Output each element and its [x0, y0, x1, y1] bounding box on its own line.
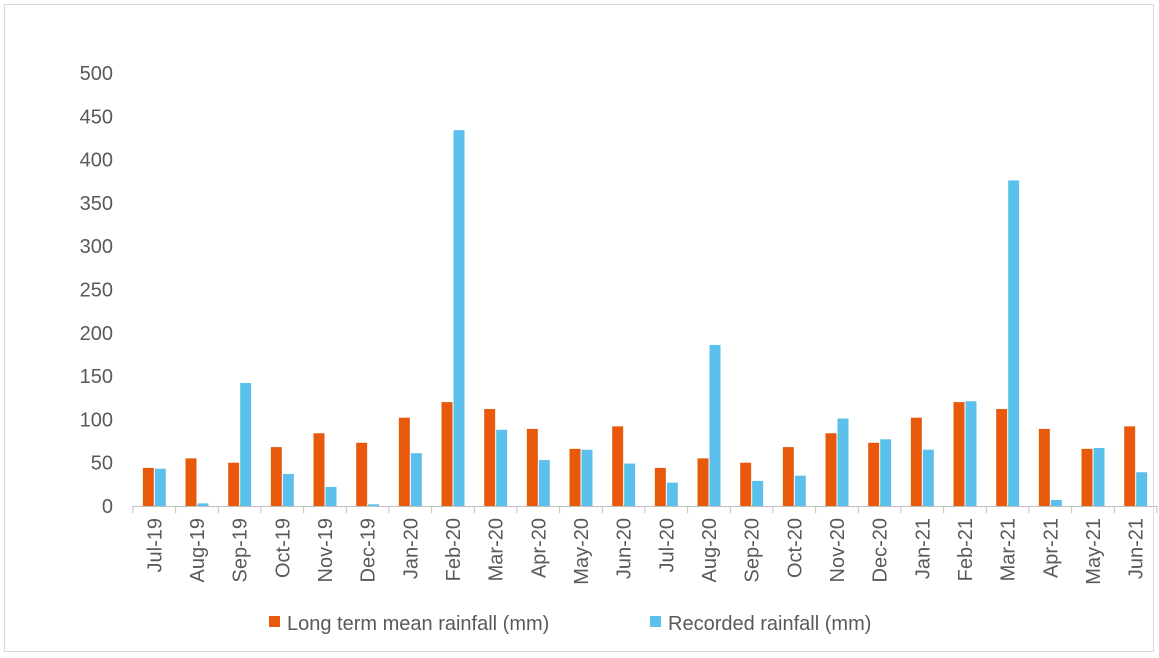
- bar-recorded: [325, 486, 337, 506]
- bar-recorded: [965, 401, 977, 506]
- bar-recorded: [197, 503, 209, 506]
- bar-long-term-mean: [654, 467, 666, 506]
- bar-long-term-mean: [484, 409, 496, 506]
- bar-recorded: [410, 453, 422, 506]
- bar-long-term-mean: [1124, 426, 1136, 506]
- bar-long-term-mean: [185, 458, 197, 506]
- y-tick-label: 200: [80, 323, 113, 345]
- bar-long-term-mean: [441, 402, 453, 506]
- bar-long-term-mean: [782, 447, 794, 506]
- bar-recorded: [624, 463, 636, 506]
- y-tick-label: 250: [80, 280, 113, 302]
- bar-long-term-mean: [953, 402, 965, 506]
- bar-long-term-mean: [270, 447, 282, 506]
- bar-recorded: [1050, 499, 1062, 506]
- x-tick-label: Sep-20: [742, 518, 764, 583]
- bar-long-term-mean: [569, 448, 581, 506]
- bar-recorded: [709, 344, 721, 506]
- y-tick-label: 100: [80, 409, 113, 431]
- bar-long-term-mean: [142, 467, 154, 506]
- x-tick-label: Feb-21: [955, 518, 977, 581]
- bar-recorded: [1093, 447, 1105, 506]
- bar-long-term-mean: [398, 417, 410, 506]
- x-tick-label: Dec-20: [870, 518, 892, 582]
- x-tick-label: Mar-20: [486, 518, 508, 581]
- x-tick-label: Jan-21: [912, 518, 934, 579]
- x-tick-label: Aug-20: [699, 518, 721, 583]
- chart-frame: [4, 4, 1154, 652]
- bar-recorded: [282, 473, 294, 506]
- bar-long-term-mean: [740, 462, 752, 506]
- bar-long-term-mean: [228, 462, 240, 506]
- x-tick-label: Jul-19: [144, 518, 166, 572]
- bar-long-term-mean: [910, 417, 922, 506]
- x-tick-label: Nov-20: [827, 518, 849, 582]
- bar-long-term-mean: [996, 409, 1008, 506]
- bar-recorded: [752, 480, 764, 506]
- bar-recorded: [880, 439, 892, 506]
- bar-long-term-mean: [356, 442, 368, 506]
- legend-swatch-recorded: [650, 616, 661, 627]
- bar-recorded: [837, 418, 849, 506]
- bar-recorded: [453, 130, 465, 506]
- x-tick-label: Feb-20: [443, 518, 465, 581]
- y-tick-label: 300: [80, 236, 113, 258]
- x-tick-label: Apr-21: [1040, 518, 1062, 578]
- x-tick-label: Aug-19: [187, 518, 209, 583]
- legend-label-long-term-mean: Long term mean rainfall (mm): [287, 613, 549, 635]
- y-axis-ticks: 0 50 100 150 200 250 300 350 400 450 500: [80, 63, 113, 518]
- bar-recorded: [1008, 180, 1020, 506]
- x-tick-label: Oct-20: [784, 518, 806, 578]
- bar-recorded: [240, 383, 252, 506]
- bar-long-term-mean: [697, 458, 709, 506]
- legend-swatch-long-term-mean: [269, 616, 280, 627]
- bar-long-term-mean: [868, 442, 880, 506]
- x-tick-label: Oct-19: [272, 518, 294, 578]
- bar-recorded: [581, 449, 593, 506]
- x-axis: [132, 506, 1158, 513]
- bar-recorded: [368, 504, 380, 506]
- y-tick-label: 150: [80, 366, 113, 388]
- y-tick-label: 0: [102, 496, 113, 518]
- bar-recorded: [922, 449, 934, 506]
- bar-recorded: [666, 482, 678, 506]
- y-tick-label: 450: [80, 106, 113, 128]
- x-tick-label: Jul-20: [656, 518, 678, 572]
- legend: Long term mean rainfall (mm) Recorded ra…: [269, 613, 871, 635]
- bar-recorded: [1136, 472, 1148, 506]
- y-tick-label: 50: [91, 453, 113, 475]
- x-tick-label: Jun-20: [614, 518, 636, 579]
- x-tick-label: Dec-19: [358, 518, 380, 582]
- bar-long-term-mean: [825, 433, 837, 506]
- bar-recorded: [154, 468, 166, 506]
- bar-recorded: [794, 475, 806, 506]
- y-tick-label: 400: [80, 150, 113, 172]
- x-tick-label: May-20: [571, 518, 593, 585]
- x-tick-label: Nov-19: [315, 518, 337, 582]
- x-tick-label: Jun-21: [1126, 518, 1148, 579]
- bar-long-term-mean: [612, 426, 624, 506]
- bar-long-term-mean: [313, 433, 325, 506]
- y-tick-label: 500: [80, 63, 113, 85]
- x-tick-label: Apr-20: [528, 518, 550, 578]
- y-tick-label: 350: [80, 193, 113, 215]
- x-tick-label: Mar-21: [998, 518, 1020, 581]
- bar-long-term-mean: [526, 428, 538, 506]
- bar-long-term-mean: [1081, 448, 1093, 506]
- bar-recorded: [538, 460, 550, 506]
- x-tick-label: May-21: [1083, 518, 1105, 585]
- x-tick-label: Sep-19: [230, 518, 252, 583]
- bar-recorded: [496, 429, 508, 506]
- x-axis-ticks: Jul-19 Aug-19 Sep-19 Oct-19 Nov-19 Dec-19 Jan-…: [144, 518, 1147, 585]
- legend-label-recorded: Recorded rainfall (mm): [668, 613, 871, 635]
- bar-long-term-mean: [1038, 428, 1050, 506]
- x-tick-label: Jan-20: [400, 518, 422, 579]
- bars: [142, 130, 1148, 506]
